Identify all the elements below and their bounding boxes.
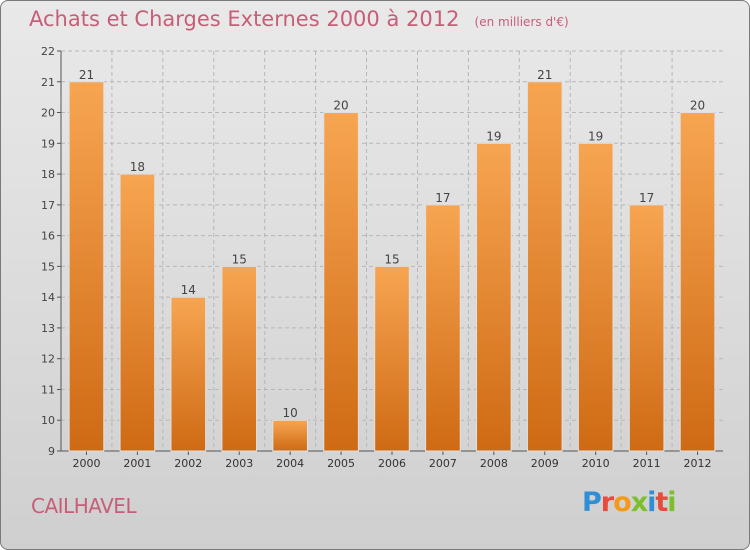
logo-letter: x bbox=[630, 487, 648, 518]
x-tick-label: 2009 bbox=[531, 457, 559, 470]
y-tick-label: 22 bbox=[41, 45, 55, 58]
bar-value-label: 19 bbox=[486, 129, 501, 143]
y-tick-label: 17 bbox=[41, 199, 55, 212]
bar bbox=[476, 142, 512, 452]
x-tick-label: 2003 bbox=[225, 457, 253, 470]
bar-value-label: 17 bbox=[639, 191, 654, 205]
y-tick-label: 18 bbox=[41, 168, 55, 181]
y-tick-label: 19 bbox=[41, 137, 55, 150]
logo-letter: o bbox=[613, 487, 632, 518]
title-row: Achats et Charges Externes 2000 à 2012 (… bbox=[29, 7, 569, 31]
chart-unit: (en milliers d'€) bbox=[474, 15, 569, 29]
x-tick-label: 2007 bbox=[429, 457, 457, 470]
logo-letter: i bbox=[667, 487, 676, 518]
y-tick-label: 11 bbox=[41, 383, 55, 396]
bar bbox=[119, 173, 156, 452]
bar-value-label: 19 bbox=[588, 129, 603, 143]
x-tick-label: 2001 bbox=[123, 457, 151, 470]
commune-name: CAILHAVEL bbox=[31, 494, 137, 518]
y-tick-label: 10 bbox=[41, 414, 55, 427]
bar bbox=[577, 142, 614, 452]
bar-value-label: 15 bbox=[232, 252, 247, 266]
x-tick-label: 2002 bbox=[174, 457, 202, 470]
x-tick-label: 2012 bbox=[684, 457, 712, 470]
y-tick-label: 21 bbox=[41, 76, 55, 89]
labels: 9 10 11 12 13 14 15 16 17 18 19 20 21 22 21 2000 18 2001 1… bbox=[41, 45, 712, 470]
bar bbox=[323, 112, 359, 452]
x-tick-label: 2008 bbox=[480, 457, 508, 470]
y-tick-label: 9 bbox=[48, 445, 55, 458]
bar-value-label: 20 bbox=[690, 99, 705, 113]
x-tick-label: 2005 bbox=[327, 457, 355, 470]
bar-value-label: 21 bbox=[537, 68, 552, 82]
bar bbox=[425, 204, 461, 452]
y-tick-label: 14 bbox=[41, 291, 55, 304]
bar bbox=[679, 112, 716, 452]
proxiti-logo: Proxiti bbox=[582, 487, 677, 518]
bar-value-label: 10 bbox=[283, 406, 298, 420]
y-tick-label: 20 bbox=[41, 107, 55, 120]
bar-value-label: 18 bbox=[130, 160, 145, 174]
logo-letter: r bbox=[600, 487, 614, 518]
x-tick-label: 2011 bbox=[633, 457, 661, 470]
bar bbox=[221, 265, 258, 452]
x-tick-label: 2004 bbox=[276, 457, 304, 470]
y-tick-label: 15 bbox=[41, 260, 55, 273]
chart-title: Achats et Charges Externes 2000 à 2012 bbox=[29, 7, 460, 31]
x-tick-label: 2006 bbox=[378, 457, 406, 470]
x-tick-label: 2000 bbox=[72, 457, 100, 470]
x-tick-label: 2010 bbox=[582, 457, 610, 470]
bar bbox=[628, 204, 665, 452]
bar-value-label: 17 bbox=[435, 191, 450, 205]
bar bbox=[170, 296, 207, 452]
bar bbox=[272, 419, 308, 452]
logo-letter: P bbox=[582, 487, 602, 518]
y-tick-label: 16 bbox=[41, 230, 55, 243]
bar-value-label: 15 bbox=[384, 252, 399, 266]
bar bbox=[526, 81, 563, 452]
logo-letter: t bbox=[655, 487, 668, 518]
bar bbox=[68, 81, 105, 452]
bars bbox=[68, 81, 716, 452]
bar bbox=[374, 265, 410, 452]
bar-value-label: 14 bbox=[181, 283, 196, 297]
bar-value-label: 21 bbox=[79, 68, 94, 82]
y-tick-label: 13 bbox=[41, 322, 55, 335]
y-tick-label: 12 bbox=[41, 353, 55, 366]
logo-letter: i bbox=[647, 487, 656, 518]
bar-value-label: 20 bbox=[333, 99, 348, 113]
